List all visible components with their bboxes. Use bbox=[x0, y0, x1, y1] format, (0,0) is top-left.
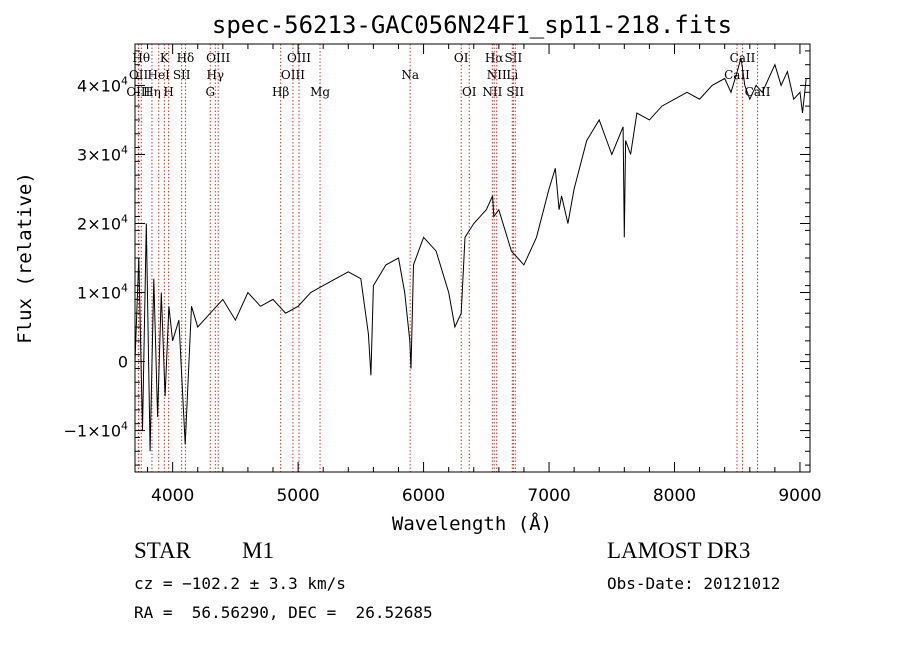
x-tick-label: 9000 bbox=[778, 486, 821, 506]
x-tick-label: 4000 bbox=[151, 486, 194, 506]
obs-date: Obs-Date: 20121012 bbox=[607, 574, 781, 593]
y-axis-label: Flux (relative) bbox=[14, 172, 36, 344]
line-label: OII bbox=[129, 68, 149, 82]
survey-name: LAMOST DR3 bbox=[607, 538, 751, 563]
y-tick-label: 2×104 bbox=[77, 212, 128, 233]
line-label: Li bbox=[506, 68, 518, 82]
line-label: Hα bbox=[485, 51, 504, 65]
ra-dec: RA = 56.56290, DEC = 26.52685 bbox=[134, 603, 433, 622]
line-label: OI bbox=[462, 85, 477, 99]
x-tick-label: 5000 bbox=[276, 486, 319, 506]
line-label: Hγ bbox=[206, 68, 224, 82]
y-tick-label: 3×104 bbox=[77, 143, 128, 164]
y-tick-label: 0 bbox=[118, 353, 128, 372]
y-axis: −1×104 0 1×104 2×104 3×104 4×104 bbox=[64, 50, 810, 466]
x-tick-label: 6000 bbox=[402, 486, 445, 506]
line-label: Mg bbox=[310, 85, 330, 99]
chart-title: spec-56213-GAC056N24F1_sp11-218.fits bbox=[212, 11, 732, 39]
line-label: SII bbox=[173, 68, 191, 82]
x-axis: 4000 5000 6000 7000 8000 9000 bbox=[147, 44, 822, 506]
line-label: OIII bbox=[287, 51, 311, 65]
line-label: CaII bbox=[730, 51, 756, 65]
line-label: Hη bbox=[143, 85, 161, 99]
y-tick-label: −1×104 bbox=[64, 420, 128, 441]
spectrum-line bbox=[134, 57, 807, 452]
line-label: Na bbox=[401, 68, 419, 82]
spectrum-layer bbox=[134, 57, 807, 452]
object-class: STAR bbox=[134, 538, 191, 563]
line-label: OI bbox=[454, 51, 469, 65]
line-label: NII bbox=[482, 85, 502, 99]
line-label: H bbox=[163, 85, 173, 99]
line-label: K bbox=[160, 51, 170, 65]
line-label: G bbox=[205, 85, 215, 99]
line-label: OIII bbox=[206, 51, 230, 65]
line-markers: HθOIIOIIIHηHeIKHSIIHδGHγOIIIHβOIIIOIIIMg… bbox=[126, 44, 771, 472]
line-label: Hθ bbox=[132, 51, 150, 65]
line-label: OIII bbox=[281, 68, 305, 82]
y-tick-label: 4×104 bbox=[77, 74, 128, 95]
line-label: SII bbox=[505, 51, 523, 65]
line-label: Hβ bbox=[272, 85, 289, 99]
line-label: NII bbox=[487, 68, 507, 82]
redshift-cz: cz = −102.2 ± 3.3 km/s bbox=[134, 574, 346, 593]
x-axis-label: Wavelength (Å) bbox=[392, 512, 552, 535]
plot-frame bbox=[134, 43, 811, 473]
x-tick-label: 7000 bbox=[527, 486, 570, 506]
line-label: Hδ bbox=[177, 51, 195, 65]
line-label: HeI bbox=[148, 68, 171, 82]
object-subclass: M1 bbox=[242, 538, 274, 563]
line-label: SII bbox=[506, 85, 524, 99]
x-tick-label: 8000 bbox=[653, 486, 696, 506]
y-tick-label: 1×104 bbox=[77, 282, 128, 303]
